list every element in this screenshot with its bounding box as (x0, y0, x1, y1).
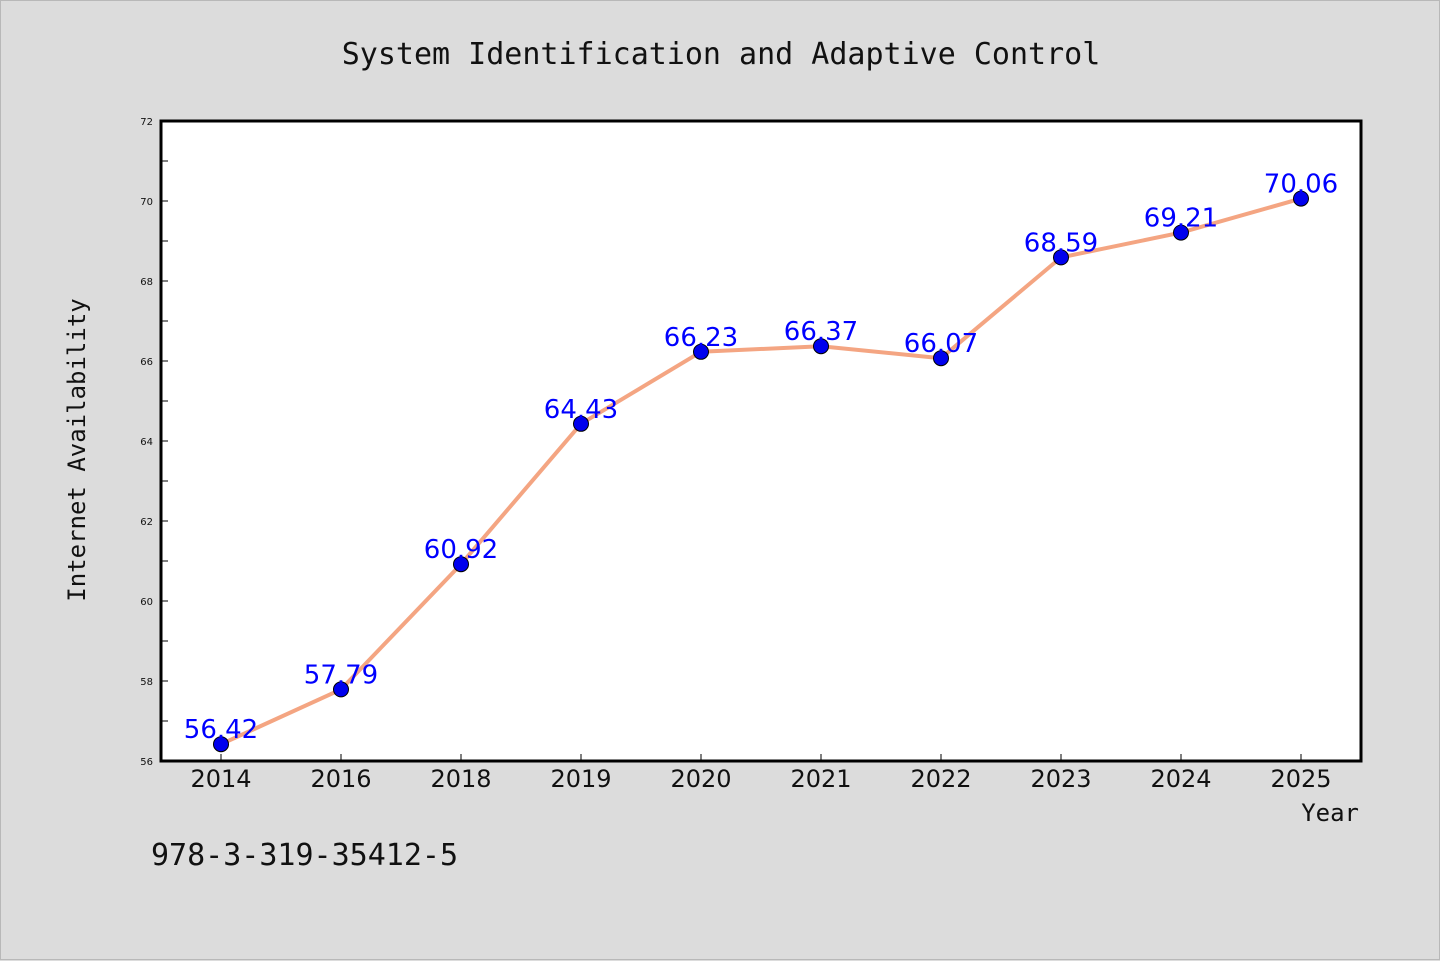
x-tick-label: 2021 (790, 765, 851, 793)
data-point (1173, 224, 1189, 241)
data-point (693, 343, 709, 360)
x-tick-label: 2016 (310, 765, 371, 793)
y-axis-label: Internet Availability (63, 298, 91, 601)
data-label: 68.59 (1024, 228, 1098, 258)
x-tick-label: 2020 (670, 765, 731, 793)
x-tick-label: 2014 (190, 765, 251, 793)
x-tick-label: 2022 (910, 765, 971, 793)
data-label: 56.42 (184, 715, 258, 745)
data-label: 66.23 (664, 323, 738, 353)
x-tick-label: 2024 (1150, 765, 1211, 793)
series-line (219, 196, 1303, 747)
data-label: 66.37 (784, 317, 858, 347)
y-tick-label: 72 (140, 117, 153, 128)
y-tick-label: 58 (140, 677, 153, 688)
data-label: 66.07 (904, 329, 978, 359)
y-tick-label: 62 (140, 517, 153, 528)
x-tick-label: 2018 (430, 765, 491, 793)
data-point (1293, 190, 1309, 207)
data-label: 69.21 (1144, 204, 1218, 234)
data-label: 64.43 (544, 395, 618, 425)
data-point (1053, 249, 1069, 266)
data-point (453, 556, 469, 573)
data-point (813, 338, 829, 355)
data-point (333, 681, 349, 698)
data-label: 57.79 (304, 660, 378, 690)
plot-frame (159, 119, 1363, 763)
data-point (573, 415, 589, 432)
isbn-annotation: 978-3-319-35412-5 (151, 838, 458, 873)
y-tick-label: 60 (140, 597, 153, 608)
x-tick-label: 2025 (1270, 765, 1331, 793)
x-tick-label: 2019 (550, 765, 611, 793)
y-tick-label: 56 (140, 757, 153, 768)
chart-title: System Identification and Adaptive Contr… (342, 37, 1101, 72)
data-point (213, 736, 229, 753)
plot-area: 56 58 60 62 64 66 68 70 72 2014 2016 2018 2019 2020 20… (140, 117, 1363, 793)
x-tick-label: 2023 (1030, 765, 1091, 793)
data-label: 60.92 (424, 535, 498, 565)
data-point (933, 350, 949, 367)
y-tick-label: 68 (140, 277, 153, 288)
data-label: 70.06 (1264, 170, 1338, 200)
y-tick-label: 66 (140, 357, 153, 368)
y-tick-label: 64 (140, 437, 153, 448)
plot-background (161, 121, 1361, 761)
x-axis-label: Year (1301, 799, 1359, 827)
y-tick-label: 70 (140, 197, 153, 208)
